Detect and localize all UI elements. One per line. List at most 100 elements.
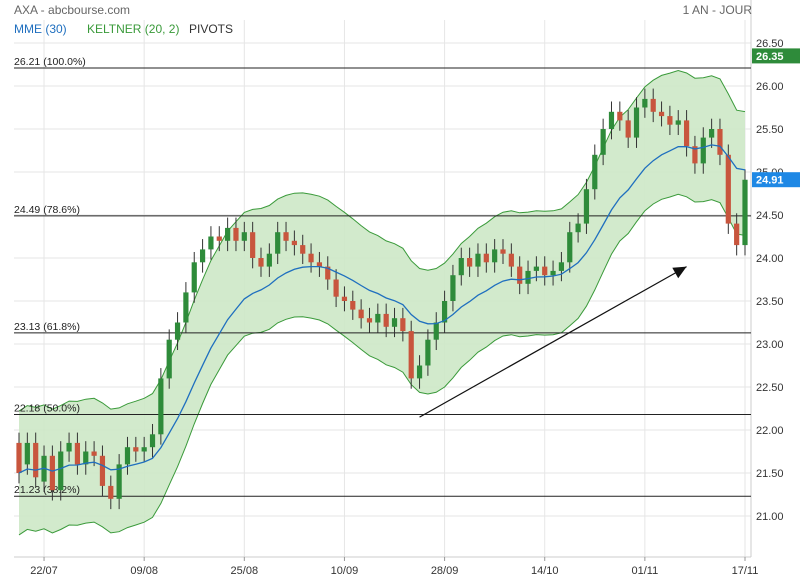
candle-body	[483, 253, 489, 263]
upper-band-badge: 26.35	[752, 48, 800, 64]
legend-keltner[interactable]: KELTNER (20, 2)	[87, 22, 179, 36]
candle-51	[441, 290, 448, 333]
candle-34	[300, 234, 306, 265]
candle-32	[283, 221, 289, 252]
candle-body	[633, 107, 640, 138]
candle-body	[625, 120, 631, 138]
candle-49	[425, 329, 431, 376]
candle-66	[567, 221, 573, 273]
y-tick-label-0: 26.50	[756, 38, 784, 50]
candle-body	[74, 442, 81, 465]
candle-35	[308, 243, 314, 273]
candle-body	[158, 378, 164, 435]
candles	[16, 88, 748, 510]
candle-44	[383, 303, 389, 338]
candle-body	[525, 270, 531, 284]
candle-52	[450, 264, 456, 312]
candle-body	[124, 447, 131, 465]
candle-50	[433, 312, 439, 351]
ema-line	[18, 144, 746, 474]
ema-path	[18, 144, 746, 474]
candle-body	[517, 266, 523, 284]
candle-body	[567, 232, 573, 263]
candle-85	[725, 144, 731, 234]
candle-55	[475, 243, 481, 277]
candle-39	[341, 286, 348, 312]
candle-body	[533, 266, 539, 271]
candle-body	[133, 447, 139, 452]
candle-body	[358, 309, 364, 319]
legend-pivots[interactable]: PIVOTS	[189, 22, 233, 36]
last-price-badge: 24.91	[752, 172, 800, 188]
candle-body	[508, 253, 514, 267]
x-tick-label-4: 28/09	[431, 565, 459, 577]
legend-ema[interactable]: MME (30)	[14, 22, 67, 36]
candle-body	[391, 318, 398, 327]
candle-38	[333, 269, 339, 308]
candle-body	[441, 301, 448, 323]
candle-4	[49, 445, 55, 501]
upper-band-badge-text: 26.35	[756, 51, 784, 63]
candle-26	[233, 217, 239, 252]
candle-body	[675, 120, 681, 125]
candle-body	[375, 313, 381, 323]
candle-72	[617, 101, 623, 131]
candle-body	[725, 154, 731, 224]
candle-16	[149, 423, 156, 458]
candle-body	[116, 464, 122, 499]
candle-body	[642, 98, 648, 108]
trendline-arrowhead	[672, 266, 687, 279]
candle-81	[692, 135, 698, 174]
candle-body	[658, 111, 665, 117]
candle-82	[700, 127, 706, 174]
candle-body	[308, 253, 314, 263]
candle-body	[183, 292, 189, 323]
candle-59	[508, 243, 514, 277]
candle-body	[433, 322, 439, 340]
trendline	[419, 266, 687, 418]
candle-body	[24, 442, 30, 465]
candle-body	[49, 455, 55, 491]
candle-58	[500, 239, 506, 265]
candle-69	[592, 144, 598, 200]
candle-body	[450, 275, 456, 301]
candle-15	[141, 436, 147, 462]
candle-78	[667, 105, 673, 136]
candle-31	[275, 221, 281, 265]
candle-body	[542, 266, 548, 276]
candle-87	[742, 169, 748, 256]
candle-body	[650, 98, 656, 112]
candle-12	[116, 454, 122, 510]
x-tick-label-7: 17/11	[732, 565, 759, 577]
candle-body	[108, 485, 114, 499]
candle-20	[183, 282, 189, 333]
chart-title: AXA - abcbourse.com	[14, 3, 130, 17]
candle-body	[191, 262, 197, 293]
candle-body	[408, 331, 414, 379]
candle-body	[667, 116, 673, 125]
candle-57	[492, 239, 498, 273]
y-tick-label-2: 25.50	[756, 124, 784, 136]
candle-body	[16, 442, 22, 473]
candle-28	[250, 221, 256, 269]
candle-body	[575, 223, 581, 233]
candle-17	[158, 368, 164, 445]
candle-body	[700, 137, 706, 164]
candle-body	[717, 129, 723, 155]
candle-76	[650, 88, 656, 123]
candle-body	[366, 318, 373, 323]
candle-body	[291, 240, 297, 246]
candle-body	[383, 313, 389, 327]
candle-body	[742, 179, 748, 246]
candle-61	[525, 260, 531, 295]
candle-46	[400, 307, 406, 342]
candle-75	[642, 88, 648, 118]
candle-body	[467, 258, 473, 267]
candle-5	[58, 441, 64, 501]
candle-body	[350, 301, 356, 310]
candle-45	[391, 307, 398, 338]
candle-18	[166, 329, 172, 389]
y-tick-label-6: 23.50	[756, 296, 784, 308]
x-tick-label-1: 09/08	[130, 565, 158, 577]
